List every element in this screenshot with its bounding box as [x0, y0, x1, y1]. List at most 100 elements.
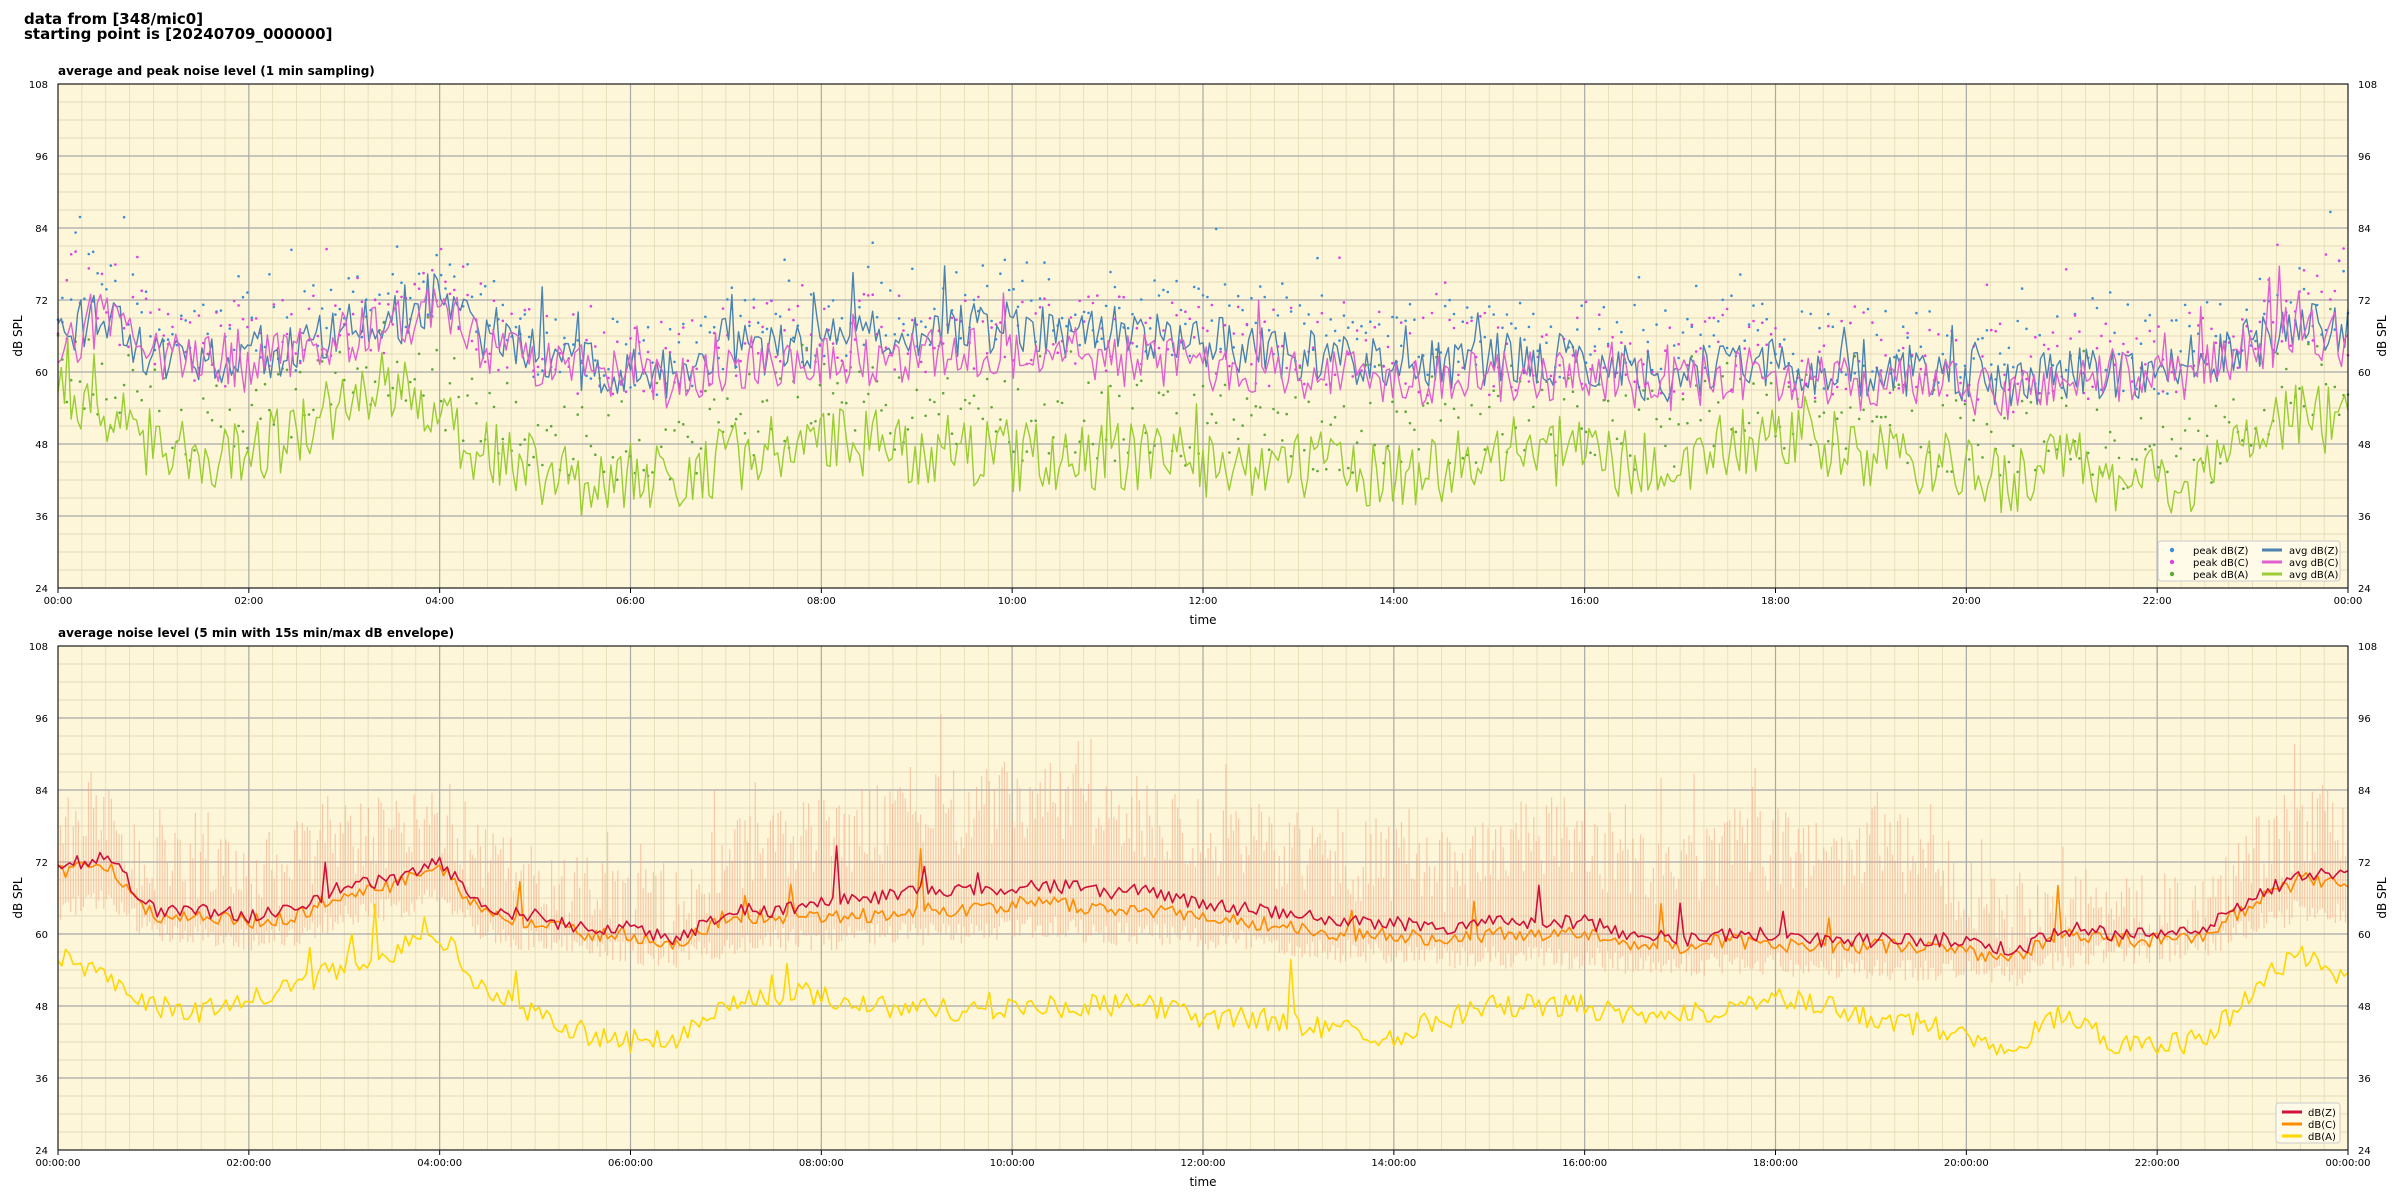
peak-z-dot — [422, 280, 425, 284]
peak-a-dot — [963, 398, 967, 402]
peak-z-dot — [1884, 309, 1887, 313]
peak-a-dot — [655, 381, 659, 385]
y-tick-label-right: 48 — [2358, 1002, 2371, 1013]
peak-c-dot — [611, 392, 615, 396]
peak-c-dot — [74, 250, 77, 253]
peak-z-dot — [1664, 309, 1667, 312]
peak-a-dot — [1580, 427, 1583, 430]
peak-a-dot — [457, 395, 461, 399]
peak-c-dot — [1699, 347, 1702, 350]
peak-z-dot — [712, 325, 716, 329]
peak-c-dot — [1849, 321, 1852, 325]
peak-z-dot — [1408, 302, 1412, 306]
peak-c-dot — [2003, 373, 2006, 377]
peak-c-dot — [1813, 396, 1817, 400]
peak-a-dot — [1082, 419, 1086, 423]
peak-z-dot — [1351, 320, 1354, 324]
peak-z-dot — [774, 312, 778, 316]
y-tick-label-left: 24 — [35, 1146, 48, 1157]
peak-z-dot — [320, 307, 324, 310]
peak-c-dot — [1038, 305, 1042, 309]
peak-a-dot — [439, 399, 443, 403]
peak-a-dot — [1307, 400, 1310, 404]
peak-c-dot — [241, 317, 245, 321]
peak-a-dot — [2042, 440, 2046, 443]
peak-a-dot — [572, 457, 575, 461]
peak-z-dot — [1523, 338, 1526, 342]
peak-c-dot — [963, 299, 967, 303]
peak-a-dot — [1259, 406, 1262, 409]
peak-z-dot — [1113, 285, 1117, 289]
peak-c-dot — [1694, 350, 1698, 353]
legend-label: peak dB(A) — [2193, 570, 2249, 581]
peak-a-dot — [999, 418, 1002, 421]
x-tick-label: 20:00 — [1952, 596, 1981, 607]
peak-c-dot — [981, 320, 985, 323]
peak-c-dot — [1210, 303, 1214, 307]
peak-c-dot — [1047, 303, 1051, 307]
peak-z-dot — [545, 331, 549, 335]
peak-c-dot — [298, 361, 302, 365]
peak-a-dot — [616, 478, 619, 482]
peak-z-dot — [2007, 346, 2011, 350]
peak-z-dot — [1518, 301, 1522, 305]
peak-a-dot — [69, 378, 73, 382]
peak-a-dot — [906, 428, 910, 431]
peak-a-dot — [1016, 388, 1020, 391]
peak-a-dot — [1690, 355, 1694, 358]
y-tick-label-right: 72 — [2358, 296, 2371, 307]
peak-c-dot — [682, 326, 685, 329]
peak-z-dot — [334, 313, 337, 316]
peak-c-dot — [906, 352, 910, 356]
peak-c-dot — [188, 321, 192, 324]
peak-c-dot — [1602, 366, 1606, 370]
y-tick-label-right: 96 — [2358, 714, 2371, 725]
peak-z-dot — [1236, 294, 1240, 298]
peak-z-dot — [232, 348, 236, 352]
peak-a-dot — [1968, 458, 1971, 461]
peak-z-dot — [2258, 277, 2262, 281]
peak-z-dot — [149, 335, 152, 338]
peak-a-dot — [1769, 381, 1773, 385]
peak-z-dot — [1747, 323, 1751, 326]
peak-a-dot — [2298, 387, 2301, 390]
peak-z-dot — [360, 335, 364, 339]
peak-a-dot — [2091, 473, 2094, 476]
peak-z-dot — [395, 245, 399, 248]
peak-c-dot — [219, 324, 223, 328]
peak-z-dot — [1672, 344, 1676, 347]
peak-c-dot — [1822, 344, 1826, 348]
peak-z-dot — [576, 339, 579, 342]
peak-z-dot — [1250, 296, 1253, 300]
peak-c-dot — [642, 389, 645, 393]
peak-a-dot — [395, 360, 399, 364]
x-tick-label: 18:00:00 — [1753, 1158, 1798, 1169]
peak-z-dot — [184, 319, 187, 322]
peak-z-dot — [1369, 320, 1372, 324]
x-tick-label: 18:00 — [1761, 596, 1790, 607]
peak-c-dot — [1959, 381, 1962, 385]
peak-a-dot — [140, 398, 143, 402]
peak-a-dot — [206, 411, 209, 414]
peak-z-dot — [1259, 285, 1262, 288]
peak-a-dot — [1681, 397, 1685, 401]
peak-z-dot — [1972, 357, 1975, 360]
peak-c-dot — [444, 280, 447, 284]
peak-c-dot — [136, 255, 139, 259]
peak-a-dot — [1602, 398, 1606, 402]
peak-c-dot — [2210, 327, 2213, 331]
peak-z-dot — [1267, 328, 1271, 332]
peak-a-dot — [1990, 430, 1993, 434]
peak-a-dot — [686, 435, 690, 439]
peak-z-dot — [409, 296, 412, 300]
peak-a-dot — [624, 450, 628, 453]
peak-z-dot — [1598, 327, 1601, 331]
peak-c-dot — [2038, 391, 2041, 395]
peak-a-dot — [831, 392, 835, 395]
peak-c-dot — [717, 346, 720, 350]
peak-z-dot — [1197, 287, 1200, 291]
peak-z-dot — [1082, 310, 1086, 314]
peak-c-dot — [2078, 330, 2081, 333]
peak-a-dot — [2337, 413, 2341, 417]
peak-a-dot — [466, 394, 469, 397]
